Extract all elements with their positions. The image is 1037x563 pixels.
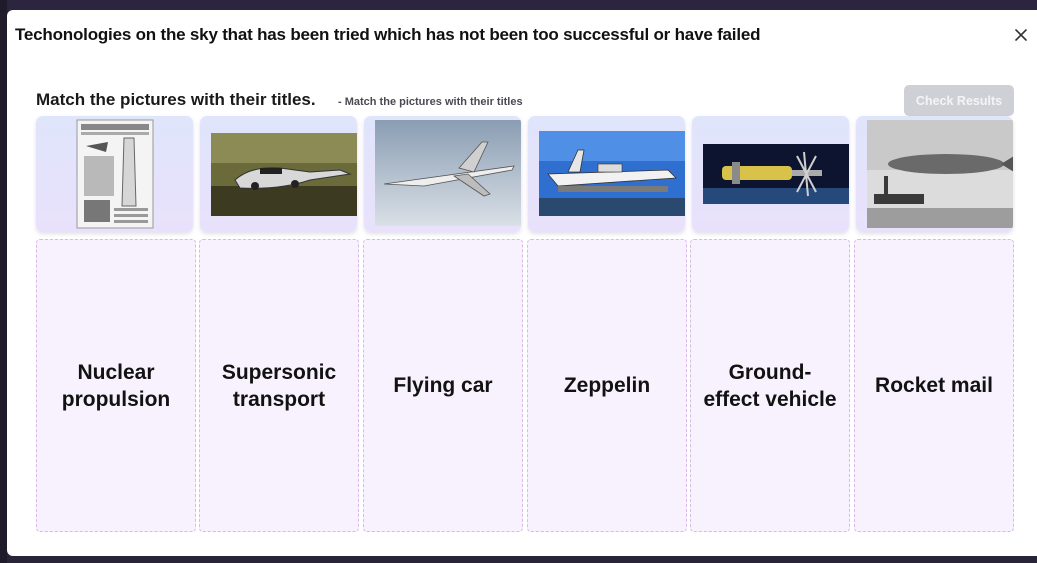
title-dropzone[interactable]: Zeppelin: [527, 239, 687, 532]
picture-card-row: [36, 116, 1016, 232]
flying-car-image: [211, 133, 357, 216]
activity-modal: Techonologies on the sky that has been t…: [7, 10, 1037, 556]
nuclear-spacecraft-image: [703, 144, 849, 204]
title-label: Flying car: [393, 374, 493, 397]
modal-title: Techonologies on the sky that has been t…: [15, 25, 761, 44]
close-button[interactable]: [1010, 24, 1032, 46]
check-results-button[interactable]: Check Results: [904, 85, 1014, 116]
picture-card[interactable]: [528, 116, 685, 232]
picture-card[interactable]: [36, 116, 193, 232]
title-dropzone[interactable]: Flying car: [363, 239, 523, 532]
supersonic-jet-image: [375, 120, 521, 226]
instruction-subtext: - Match the pictures with their titles: [338, 96, 523, 108]
ground-effect-vehicle-image: [539, 131, 685, 216]
picture-card[interactable]: [200, 116, 357, 232]
instruction-heading: Match the pictures with their titles.: [36, 90, 316, 109]
close-icon: [1015, 29, 1027, 41]
title-label: Rocket mail: [875, 374, 993, 397]
title-dropzone[interactable]: Rocket mail: [854, 239, 1014, 532]
picture-card[interactable]: [692, 116, 849, 232]
title-dropzone-row: Nuclear propulsion Supersonic transport …: [36, 239, 1016, 532]
title-label: Zeppelin: [563, 374, 651, 397]
zeppelin-image: [867, 120, 1013, 228]
title-dropzone[interactable]: Ground-effect vehicle: [690, 239, 850, 532]
rocket-mail-newspaper-image: [76, 119, 154, 229]
picture-card[interactable]: [856, 116, 1013, 232]
title-label: Ground-effect vehicle: [703, 360, 837, 411]
picture-card[interactable]: [364, 116, 521, 232]
page-backdrop: [0, 0, 1037, 10]
title-dropzone[interactable]: Supersonic transport: [199, 239, 359, 532]
title-dropzone[interactable]: Nuclear propulsion: [36, 239, 196, 532]
page-backdrop-edge: [0, 0, 7, 563]
title-label: Supersonic transport: [221, 360, 337, 411]
title-label: Nuclear propulsion: [61, 360, 171, 411]
